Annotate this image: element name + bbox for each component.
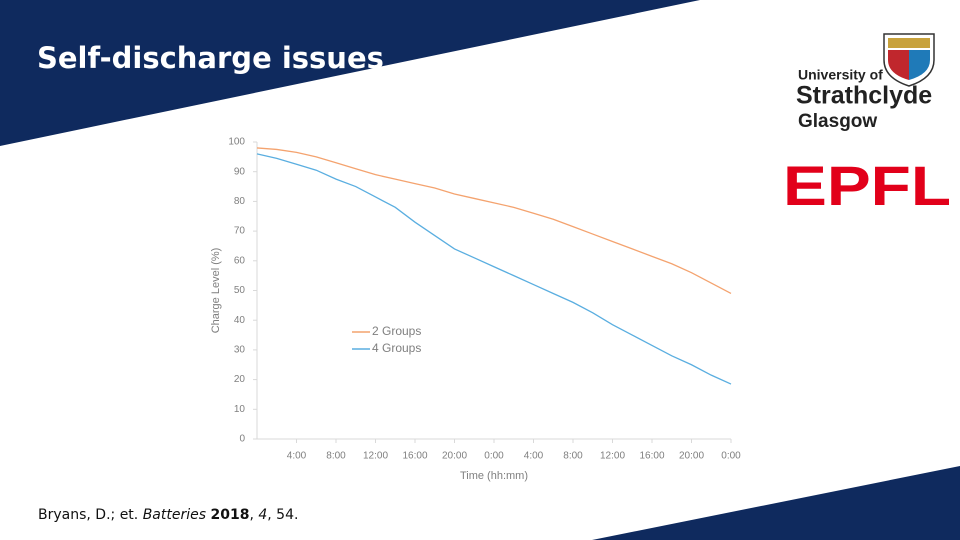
x-tick-label: 4:00 <box>524 451 544 462</box>
x-tick-label: 16:00 <box>402 451 427 462</box>
y-tick-label: 80 <box>234 196 246 207</box>
y-tick-label: 0 <box>239 434 245 445</box>
y-tick-label: 20 <box>234 374 246 385</box>
citation-page: , 54. <box>267 507 299 523</box>
series-line <box>256 147 732 295</box>
x-tick-label: 12:00 <box>363 451 388 462</box>
legend-label: 2 Groups <box>372 324 421 338</box>
logo-text: University of <box>798 67 883 83</box>
strathclyde-crest <box>883 33 935 87</box>
citation-year: 2018 <box>210 507 250 523</box>
y-axis-label: Charge Level (%) <box>210 248 222 334</box>
logo-text: Glasgow <box>798 111 877 132</box>
x-tick-label: 0:00 <box>484 451 504 462</box>
citation-journal: Batteries <box>142 507 207 523</box>
epfl-logo: EPFL <box>783 154 951 217</box>
y-tick-label: 10 <box>234 404 246 415</box>
slide-title: Self-discharge issues <box>37 41 384 75</box>
citation-volume: 4 <box>258 507 268 523</box>
x-tick-label: 20:00 <box>679 451 704 462</box>
y-tick-label: 100 <box>228 137 245 148</box>
logo-text: Strathclyde <box>796 82 932 110</box>
x-tick-label: 0:00 <box>721 451 741 462</box>
x-tick-label: 16:00 <box>639 451 664 462</box>
y-tick-label: 30 <box>234 345 246 356</box>
x-axis-label: Time (hh:mm) <box>460 470 528 482</box>
legend-label: 4 Groups <box>372 341 421 355</box>
citation-authors: Bryans, D.; et. <box>38 507 139 523</box>
header-band <box>0 0 700 146</box>
y-tick-label: 60 <box>234 255 246 266</box>
x-tick-label: 12:00 <box>600 451 625 462</box>
citation: Bryans, D.; et. Batteries 2018, 4, 54. <box>38 507 299 523</box>
x-tick-label: 8:00 <box>326 451 346 462</box>
y-tick-label: 40 <box>234 315 246 326</box>
x-tick-label: 4:00 <box>287 451 307 462</box>
footer-band <box>592 466 960 540</box>
x-tick-label: 20:00 <box>442 451 467 462</box>
series-line <box>256 153 732 385</box>
y-tick-label: 70 <box>234 226 246 237</box>
chart: 0 10 20 30 40 50 60 70 80 90 100 4:00 8:00 12:00 16:00… <box>210 137 741 482</box>
x-tick-label: 8:00 <box>563 451 583 462</box>
y-tick-label: 50 <box>234 285 246 296</box>
y-tick-label: 90 <box>234 166 246 177</box>
